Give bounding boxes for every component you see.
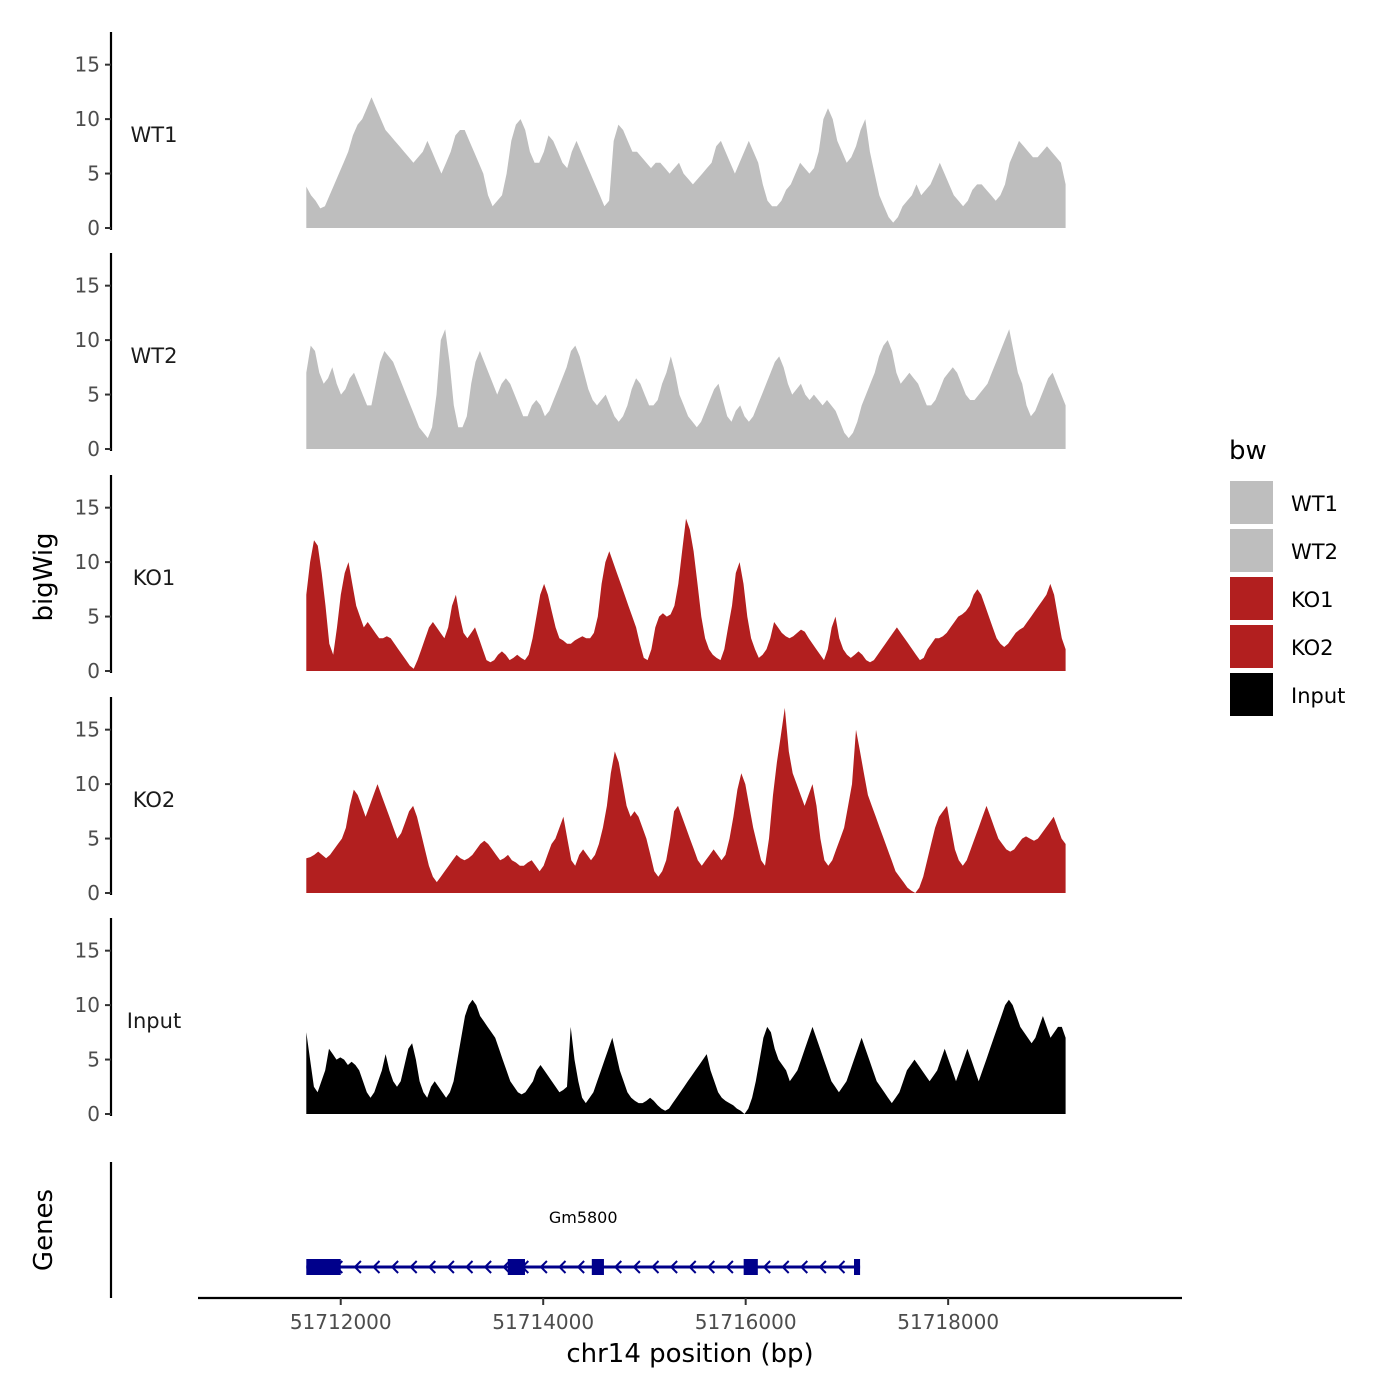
y-tick-label: 5: [87, 827, 100, 851]
strand-arrow: [706, 1260, 716, 1274]
track-Input: 0 5 10 15 Input: [75, 918, 1066, 1126]
coverage-area-WT1: [306, 97, 1066, 228]
coverage-area-Input: [306, 999, 1066, 1114]
strand-arrow: [409, 1260, 418, 1274]
gene-exon: [743, 1259, 758, 1275]
track-label: WT1: [131, 123, 178, 147]
genes-panel-title: Genes: [29, 1189, 59, 1271]
x-axis-title: chr14 position (bp): [566, 1339, 813, 1369]
y-tick-label: 10: [75, 993, 100, 1017]
x-axis-ticks: 51712000 51714000 51716000 51718000: [290, 1298, 999, 1334]
y-tick-label: 5: [87, 605, 100, 629]
strand-arrow: [576, 1260, 585, 1274]
coverage-tracks: 0 5 10 15 WT1 0 5 10 15 WT2 0 5 10 15 KO1 0 5 10 15 KO2 0 5 10…: [75, 32, 1066, 1126]
strand-arrow: [799, 1260, 809, 1274]
legend-label: Input: [1291, 684, 1345, 708]
strand-arrow: [483, 1260, 492, 1274]
y-axis-title: bigWig: [29, 532, 59, 621]
strand-arrow: [539, 1260, 548, 1274]
y-axis-title-group: bigWig: [29, 532, 59, 621]
strand-arrow: [502, 1260, 511, 1274]
strand-arrow: [669, 1260, 678, 1274]
legend-label: KO2: [1291, 636, 1334, 660]
strand-arrow: [688, 1260, 697, 1274]
strand-arrow: [651, 1260, 660, 1274]
y-tick-label: 15: [75, 718, 100, 742]
coverage-area-WT2: [306, 329, 1066, 449]
y-tick-label: 10: [75, 550, 100, 574]
strand-arrow: [632, 1260, 641, 1274]
coverage-area-KO1: [306, 518, 1066, 671]
y-tick-label: 5: [87, 1048, 100, 1072]
legend-item-KO2: KO2: [1228, 623, 1334, 670]
legend-swatch: [1228, 623, 1275, 670]
legend: bw WT1 WT2 KO1 KO2 Input: [1228, 436, 1345, 718]
y-tick-label: 5: [87, 383, 100, 407]
y-tick-label: 15: [75, 274, 100, 298]
y-tick-label: 10: [75, 772, 100, 796]
y-tick-label: 0: [87, 1102, 100, 1126]
strand-arrow: [446, 1260, 455, 1274]
strand-arrow: [390, 1260, 399, 1274]
legend-swatch: [1228, 575, 1275, 622]
genes-panel: Genes Gm5800: [29, 1162, 861, 1298]
y-tick-label: 15: [75, 496, 100, 520]
legend-label: WT2: [1291, 540, 1338, 564]
legend-items: WT1 WT2 KO1 KO2 Input: [1228, 479, 1345, 718]
strand-arrow: [762, 1260, 771, 1274]
legend-item-Input: Input: [1228, 671, 1345, 718]
y-tick-label: 0: [87, 881, 100, 905]
coverage-area-KO2: [306, 707, 1066, 893]
y-tick-label: 15: [75, 53, 100, 77]
x-axis: 51712000 51714000 51716000 51718000 chr14 p…: [198, 1296, 1182, 1369]
gene-exon: [854, 1259, 861, 1275]
track-label: WT2: [131, 344, 178, 368]
legend-item-KO1: KO1: [1228, 575, 1334, 622]
track-label: Input: [127, 1009, 181, 1033]
legend-label: KO1: [1291, 588, 1334, 612]
legend-item-WT2: WT2: [1228, 527, 1338, 574]
track-KO1: 0 5 10 15 KO1: [75, 475, 1066, 683]
track-label: KO2: [133, 788, 176, 812]
x-tick-label: 51714000: [492, 1310, 594, 1334]
y-tick-label: 10: [75, 107, 100, 131]
strand-arrow: [558, 1260, 567, 1274]
strand-arrow: [781, 1260, 790, 1274]
legend-swatch: [1228, 527, 1275, 574]
gene-Gm5800: Gm5800: [306, 1208, 861, 1275]
track-WT2: 0 5 10 15 WT2: [75, 253, 1066, 461]
x-tick-label: 51716000: [695, 1310, 797, 1334]
strand-arrows: [334, 1260, 846, 1274]
strand-arrow: [427, 1260, 437, 1274]
gene-models: Gm5800: [306, 1208, 861, 1275]
strand-arrow: [837, 1260, 846, 1274]
y-tick-label: 15: [75, 939, 100, 963]
strand-arrow: [353, 1260, 362, 1274]
y-tick-label: 10: [75, 328, 100, 352]
track-label: KO1: [133, 566, 176, 590]
gene-exon: [507, 1259, 525, 1275]
gene-name-label: Gm5800: [549, 1208, 618, 1227]
legend-swatch: [1228, 671, 1275, 718]
strand-arrow: [818, 1260, 827, 1274]
y-tick-label: 5: [87, 162, 100, 186]
track-KO2: 0 5 10 15 KO2: [75, 697, 1066, 905]
gene-exon: [591, 1259, 604, 1275]
y-tick-label: 0: [87, 437, 100, 461]
y-tick-label: 0: [87, 659, 100, 683]
strand-arrow: [465, 1260, 474, 1274]
legend-title: bw: [1229, 436, 1267, 466]
legend-swatch: [1228, 479, 1275, 526]
track-WT1: 0 5 10 15 WT1: [75, 32, 1066, 240]
y-tick-label: 0: [87, 216, 100, 240]
strand-arrow: [613, 1260, 623, 1274]
legend-item-WT1: WT1: [1228, 479, 1338, 526]
x-tick-label: 51718000: [897, 1310, 999, 1334]
strand-arrow: [372, 1260, 381, 1274]
x-tick-label: 51712000: [290, 1310, 392, 1334]
legend-label: WT1: [1291, 492, 1338, 516]
gene-exon: [306, 1259, 341, 1275]
strand-arrow: [725, 1260, 734, 1274]
